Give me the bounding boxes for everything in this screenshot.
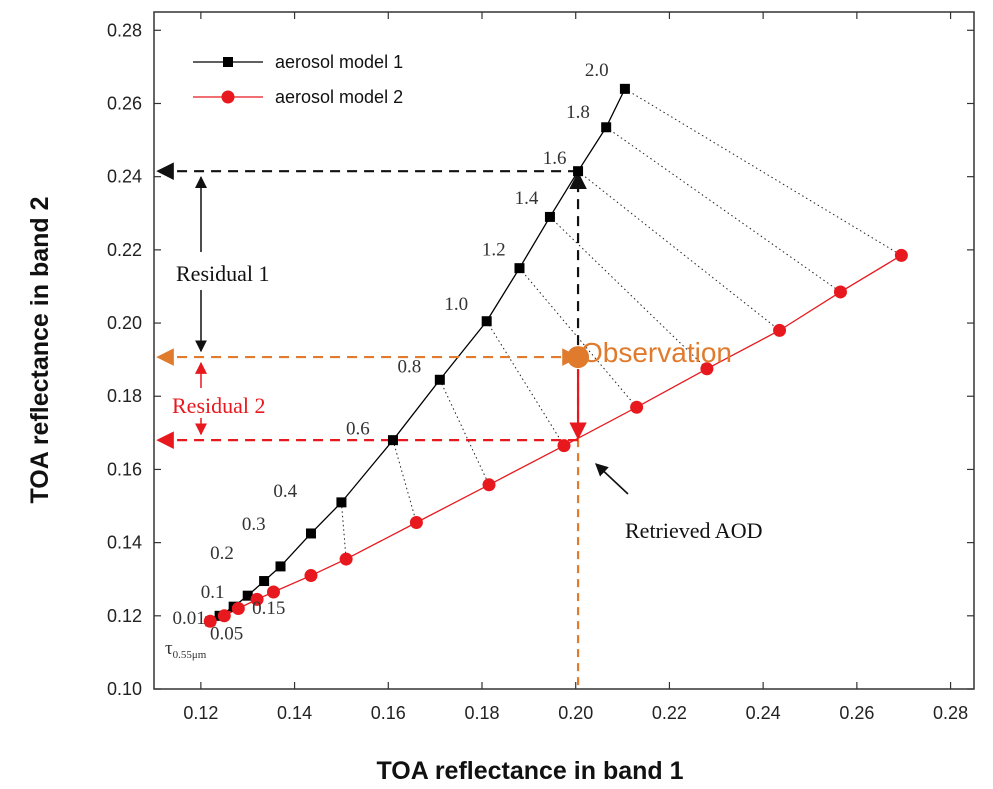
aod-labels: 0.010.050.150.10.20.30.40.60.81.01.21.41… (173, 60, 609, 645)
y-tick-label: 0.16 (107, 459, 142, 479)
x-tick-label: 0.22 (652, 703, 687, 723)
model-2-point (700, 362, 714, 376)
aod-connector (439, 379, 490, 486)
retrieved-aod-arrow (595, 463, 629, 495)
series-markers (203, 83, 908, 628)
aod-value-label: 1.2 (482, 239, 506, 260)
model-1-point (514, 263, 525, 274)
model-1-point (481, 316, 492, 327)
model-2-point (833, 285, 847, 299)
model-2-point (266, 585, 280, 599)
aod-connector (486, 320, 565, 446)
model-1-point (434, 374, 445, 385)
legend-marker-model-1 (223, 57, 233, 67)
model-2-point (630, 400, 644, 414)
observation-label: Observation (581, 337, 732, 368)
aod-value-label: 0.1 (201, 582, 225, 603)
y-tick-label: 0.14 (107, 533, 142, 553)
legend: aerosol model 1 aerosol model 2 (193, 52, 403, 107)
y-tick-label: 0.10 (107, 679, 142, 699)
aod-value-label: 0.15 (252, 598, 285, 619)
series-line-model-1 (209, 88, 626, 622)
model-1-point (275, 561, 286, 572)
model-1-point (305, 528, 316, 539)
aod-connector (340, 502, 347, 560)
x-tick-label: 0.20 (558, 703, 593, 723)
x-tick-label: 0.28 (933, 703, 968, 723)
model-1-point (601, 122, 612, 133)
aod-value-label: 1.0 (444, 294, 468, 315)
aod-connector (392, 440, 417, 523)
model-2-point (409, 515, 423, 529)
model-1-point (387, 435, 398, 446)
y-tick-label: 0.24 (107, 167, 142, 187)
model-2-point (557, 439, 571, 453)
series-line-model-2 (209, 254, 902, 622)
aod-connector (605, 126, 841, 293)
model-2-point (773, 323, 787, 337)
residual-guides (156, 162, 587, 689)
aod-value-label: 1.6 (543, 148, 567, 169)
axis-ticks: 0.12 0.14 0.16 0.18 0.20 0.22 0.24 0.26 0.280.10… (107, 12, 974, 723)
observation-point (567, 346, 590, 369)
aod-value-label: 0.4 (273, 481, 297, 502)
y-tick-label: 0.28 (107, 20, 142, 40)
plot-frame (153, 11, 975, 690)
model-1-point (242, 590, 253, 601)
legend-label-model-1: aerosol model 1 (275, 52, 403, 72)
y-tick-label: 0.26 (107, 93, 142, 113)
y-tick-label: 0.18 (107, 386, 142, 406)
aod-value-label: 1.4 (515, 188, 539, 209)
model-1-point (259, 576, 270, 587)
model-1-point (573, 166, 584, 177)
residual-1-label: Residual 1 (176, 261, 270, 286)
model-2-point (231, 601, 245, 615)
legend-label-model-2: aerosol model 2 (275, 87, 403, 107)
aod-value-label: 1.8 (566, 102, 590, 123)
model-2-point (339, 552, 353, 566)
model-1-point (336, 497, 347, 508)
model-2-point (250, 592, 264, 606)
model-2-point (217, 609, 231, 623)
aod-connector (549, 216, 708, 370)
aod-connector (624, 88, 902, 256)
x-tick-label: 0.16 (371, 703, 406, 723)
aod-value-label: 0.2 (210, 543, 234, 564)
aod-value-label: 2.0 (585, 60, 609, 81)
aod-value-label: 0.3 (242, 514, 266, 535)
x-axis-title: TOA reflectance in band 1 (376, 757, 683, 785)
y-tick-label: 0.20 (107, 313, 142, 333)
y-tick-label: 0.12 (107, 606, 142, 626)
tau-symbol: τ (165, 638, 173, 659)
x-tick-label: 0.14 (277, 703, 312, 723)
tau-label: τ0.55μm (165, 638, 207, 661)
aod-value-label: 0.6 (346, 419, 370, 440)
model-1-point (619, 83, 630, 94)
aod-value-label: 0.05 (210, 624, 243, 645)
residual-2-label: Residual 2 (172, 393, 266, 418)
aod-value-label: 0.8 (397, 356, 421, 377)
legend-marker-model-2 (221, 90, 235, 104)
aod-value-label: 0.01 (173, 608, 206, 629)
x-tick-label: 0.24 (746, 703, 781, 723)
aod-connector (577, 170, 780, 331)
x-tick-label: 0.18 (464, 703, 499, 723)
model-2-point (304, 569, 318, 583)
model-1-point (544, 211, 555, 222)
x-tick-label: 0.12 (183, 703, 218, 723)
y-tick-label: 0.22 (107, 240, 142, 260)
model-2-point (894, 248, 908, 262)
model-2-point (482, 478, 496, 492)
y-axis-title: TOA reflectance in band 2 (26, 196, 54, 503)
x-tick-label: 0.26 (839, 703, 874, 723)
retrieved-aod-label: Retrieved AOD (625, 518, 762, 543)
model-2-point (203, 614, 217, 628)
tau-subscript: 0.55μm (173, 649, 207, 661)
